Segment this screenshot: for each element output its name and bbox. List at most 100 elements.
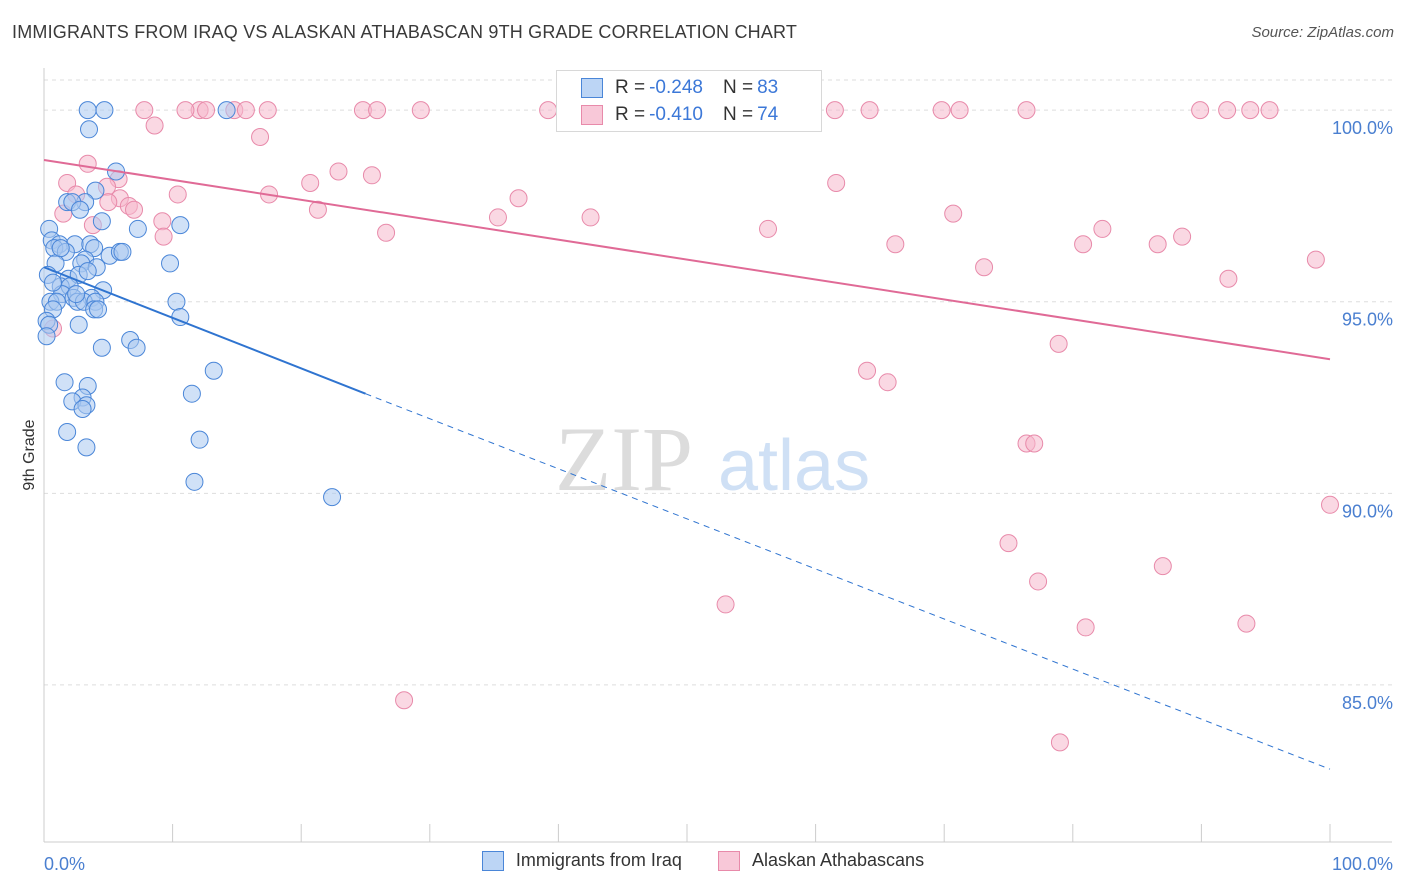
point-iraq [80, 120, 99, 139]
legend-item-athabascan[interactable]: Alaskan Athabascans [717, 850, 924, 871]
point-athabascan [1074, 235, 1093, 254]
point-athabascan [886, 235, 905, 254]
point-athabascan [176, 101, 195, 120]
point-iraq [78, 101, 97, 120]
point-athabascan [581, 208, 600, 227]
legend-n-value: 83 [757, 77, 779, 98]
point-athabascan [197, 101, 216, 120]
legend-r-label: R = [615, 104, 646, 125]
point-iraq [77, 438, 96, 457]
point-iraq [92, 212, 111, 231]
point-iraq [92, 338, 111, 357]
point-athabascan [368, 101, 387, 120]
point-athabascan [1260, 101, 1279, 120]
point-athabascan [301, 173, 320, 192]
legend-n-label: N = [722, 104, 754, 125]
point-iraq [127, 338, 146, 357]
point-athabascan [1219, 269, 1238, 288]
legend-row-athabascan: R = -0.410 N = 74 [581, 102, 782, 128]
point-athabascan [99, 193, 118, 212]
point-athabascan [1191, 101, 1210, 120]
trend-line-athabascan [43, 158, 1331, 361]
point-iraq [44, 273, 63, 292]
point-iraq [167, 292, 186, 311]
point-athabascan [251, 127, 270, 146]
point-athabascan [1029, 572, 1048, 591]
legend-label-iraq: Immigrants from Iraq [515, 850, 682, 870]
point-athabascan [377, 223, 396, 242]
legend-item-iraq[interactable]: Immigrants from Iraq [481, 850, 682, 871]
trend-line-iraq [43, 266, 366, 395]
point-athabascan [539, 101, 558, 120]
point-athabascan [308, 200, 327, 219]
x-tick-label-max: 100.0% [1332, 854, 1393, 874]
watermark-atlas: atlas [718, 426, 870, 506]
point-iraq [161, 254, 180, 273]
y-tick-label: 100.0% [1332, 118, 1393, 138]
point-athabascan [1173, 227, 1192, 246]
point-athabascan [1049, 334, 1068, 353]
point-iraq [86, 181, 105, 200]
legend-swatch-pink [717, 850, 740, 871]
y-axis-label: 9th Grade [21, 419, 38, 490]
point-athabascan [125, 200, 144, 219]
point-athabascan [236, 101, 255, 120]
point-athabascan [878, 373, 897, 392]
point-athabascan [950, 101, 969, 120]
point-athabascan [1148, 235, 1167, 254]
point-iraq [185, 472, 204, 491]
point-athabascan [411, 101, 430, 120]
point-athabascan [509, 189, 528, 208]
y-tick-label: 95.0% [1342, 310, 1393, 330]
data-points [37, 101, 1339, 752]
source-label: Source: ZipAtlas.com [1251, 24, 1394, 41]
legend-box: R = -0.248 N = 83 R = -0.410 N = 74 [556, 70, 822, 132]
point-athabascan [145, 116, 164, 135]
bottom-legend: Immigrants from Iraq Alaskan Athabascans [0, 850, 1406, 871]
point-iraq [323, 488, 342, 507]
grid-lines [44, 79, 1392, 686]
legend-swatch-blue [581, 78, 603, 98]
point-athabascan [258, 101, 277, 120]
point-athabascan [1306, 250, 1325, 269]
point-iraq [204, 361, 223, 380]
point-athabascan [1076, 618, 1095, 637]
point-athabascan [858, 361, 877, 380]
legend-r-value: -0.410 [649, 104, 703, 125]
point-iraq [217, 101, 236, 120]
x-tick-label-min: 0.0% [44, 854, 85, 874]
point-athabascan [329, 162, 348, 181]
point-athabascan [759, 219, 778, 238]
point-iraq [51, 239, 70, 258]
point-athabascan [825, 101, 844, 120]
legend-r-label: R = [615, 77, 646, 98]
point-iraq [55, 373, 74, 392]
legend-r-value: -0.248 [649, 77, 703, 98]
point-iraq [71, 200, 90, 219]
point-iraq [78, 262, 97, 281]
point-athabascan [1321, 495, 1339, 514]
point-athabascan [135, 101, 154, 120]
point-iraq [171, 216, 190, 235]
point-iraq [190, 430, 209, 449]
legend-n-label: N = [722, 77, 754, 98]
watermark-zip: ZIP [555, 408, 693, 510]
point-athabascan [1093, 219, 1112, 238]
point-iraq [89, 300, 108, 319]
point-athabascan [1241, 101, 1260, 120]
point-athabascan [168, 185, 187, 204]
point-iraq [37, 327, 56, 346]
point-athabascan [154, 227, 173, 246]
y-tick-label: 85.0% [1342, 693, 1393, 713]
point-athabascan [1017, 101, 1036, 120]
point-athabascan [716, 595, 735, 614]
point-iraq [95, 101, 114, 120]
point-iraq [182, 384, 201, 403]
point-athabascan [1237, 614, 1256, 633]
axes [43, 68, 1392, 843]
point-athabascan [860, 101, 879, 120]
point-athabascan [488, 208, 507, 227]
point-iraq [69, 315, 88, 334]
point-athabascan [999, 534, 1018, 553]
